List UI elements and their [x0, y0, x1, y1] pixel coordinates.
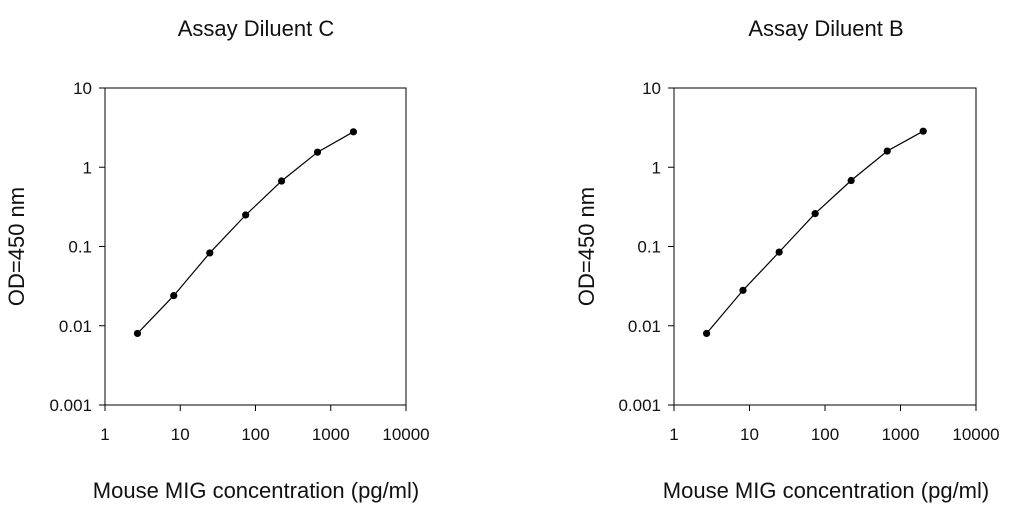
data-point	[811, 210, 819, 218]
chart-title: Assay Diluent C	[178, 16, 335, 41]
y-tick-label: 1	[83, 158, 92, 177]
x-tick-label: 1000	[882, 425, 920, 444]
plot-frame	[673, 87, 977, 406]
x-axis-label: Mouse MIG concentration (pg/ml)	[93, 478, 419, 503]
data-point	[739, 286, 747, 294]
y-tick-label: 0.1	[68, 238, 92, 257]
x-tick-label: 10	[740, 425, 759, 444]
data-point	[919, 127, 927, 135]
y-tick-label: 0.01	[59, 317, 92, 336]
x-tick-label: 10000	[952, 425, 999, 444]
x-tick-label: 10000	[382, 425, 429, 444]
y-tick-label: 0.001	[618, 396, 661, 415]
y-tick-label: 0.01	[628, 317, 661, 336]
data-point	[349, 128, 358, 136]
x-axis-label: Mouse MIG concentration (pg/ml)	[663, 478, 989, 503]
data-point	[206, 249, 214, 257]
chart-panel-2: Assay Diluent B 1 10 100 1000 10000 0.001 0.01 0…	[574, 16, 1000, 503]
y-tick-label: 0.001	[49, 396, 92, 415]
chart-title: Assay Diluent B	[748, 16, 903, 41]
y-tick-label: 1	[652, 158, 661, 177]
data-point	[702, 329, 711, 338]
series-line	[137, 131, 354, 334]
data-point	[313, 148, 322, 156]
data-point	[883, 147, 891, 155]
data-point	[133, 329, 142, 338]
data-point	[847, 176, 855, 185]
data-point	[775, 248, 783, 256]
x-tick-label: 1	[100, 425, 109, 444]
x-tick-label: 1000	[312, 425, 350, 444]
chart-panel-1: Assay Diluent C 1 10 100 1000 10000 0.001 0.01 0…	[4, 16, 430, 503]
data-point	[277, 177, 286, 185]
y-tick-label: 0.1	[637, 238, 661, 257]
x-tick-label: 100	[241, 425, 269, 444]
y-tick-label: 10	[73, 79, 92, 98]
x-tick-label: 100	[811, 425, 839, 444]
y-axis-label: OD=450 nm	[4, 187, 29, 306]
x-tick-label: 1	[669, 425, 678, 444]
data-point	[170, 292, 178, 300]
y-axis-label: OD=450 nm	[574, 187, 599, 306]
data-point	[242, 211, 250, 219]
series-line	[706, 130, 924, 334]
y-tick-label: 10	[642, 79, 661, 98]
x-tick-label: 10	[171, 425, 190, 444]
plot-frame	[104, 87, 407, 406]
